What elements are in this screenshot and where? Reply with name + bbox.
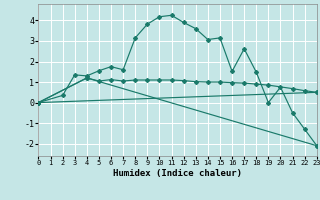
- X-axis label: Humidex (Indice chaleur): Humidex (Indice chaleur): [113, 169, 242, 178]
